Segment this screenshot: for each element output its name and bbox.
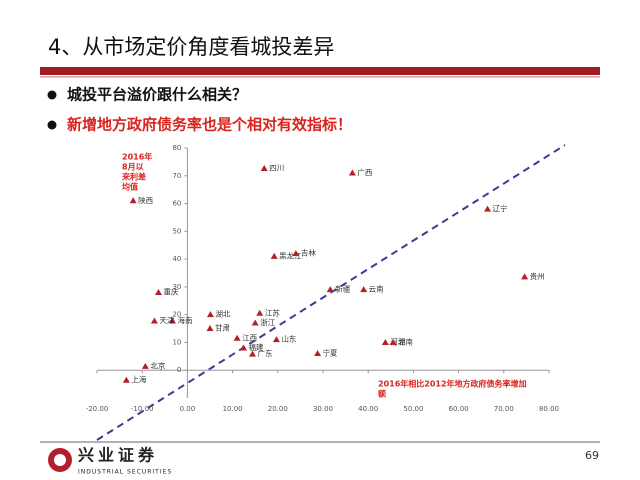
- point-label: 云南: [369, 284, 384, 294]
- point-label: 宁夏: [323, 348, 338, 358]
- point-label: 新疆: [335, 284, 350, 294]
- point-label: 陕西: [138, 195, 153, 205]
- point-label: 四川: [269, 164, 284, 173]
- brand: 兴业证券: [78, 446, 158, 465]
- point-label: 广西: [357, 167, 372, 177]
- point-label: 吉林: [301, 248, 316, 258]
- chart: -20.00 -10.00 0.00 10.00 20.00 30.00 40.00 50.0…: [86, 144, 559, 413]
- y-tick-label: 10: [172, 338, 181, 346]
- point: [260, 165, 268, 172]
- y-tick-label: 20: [172, 311, 181, 319]
- bullet: 新增地方政府债务率也是个相对有效指标！: [67, 116, 352, 134]
- point: [256, 309, 264, 316]
- y-annotation: 2016年: [122, 152, 152, 162]
- x-tick-label: 0.00: [180, 405, 196, 413]
- point: [270, 252, 278, 259]
- point-label: 甘肃: [215, 323, 230, 333]
- bullet-dot: [47, 90, 57, 100]
- point: [484, 205, 492, 212]
- point: [251, 319, 259, 326]
- logo-mark-inner: [54, 454, 66, 466]
- point: [129, 197, 137, 204]
- point: [389, 338, 397, 345]
- point-label: 海南: [177, 315, 192, 325]
- y-annotation: 均值: [122, 182, 138, 192]
- point-label: 江苏: [265, 307, 280, 317]
- x-annotation: 2016年相比2012年地方政府债务率增加: [378, 379, 527, 389]
- y-tick-label: 70: [172, 172, 181, 180]
- point: [292, 250, 300, 257]
- point: [248, 350, 256, 357]
- point: [233, 334, 241, 341]
- point: [239, 344, 247, 351]
- x-tick-label: 40.00: [358, 405, 378, 413]
- point-label: 广东: [257, 348, 272, 358]
- x-tick-label: 70.00: [494, 405, 514, 413]
- slide-title: 4、从市场定价角度看城投差异: [48, 35, 334, 59]
- bullet: 城投平台溢价跟什么相关？: [67, 86, 247, 104]
- point: [150, 317, 158, 324]
- point-label: 天津: [159, 316, 174, 325]
- point: [521, 273, 529, 280]
- y-annotation: 来利差: [121, 172, 146, 182]
- title-underline: [40, 76, 600, 78]
- brand-en: INDUSTRIAL SECURITIES: [78, 469, 172, 476]
- trend-line: [96, 144, 566, 441]
- point-label: 上海: [131, 374, 146, 384]
- point: [206, 325, 214, 332]
- point: [381, 338, 389, 345]
- point: [122, 376, 130, 383]
- x-tick-label: 30.00: [313, 405, 333, 413]
- x-tick-label: -10.00: [131, 405, 154, 413]
- point: [314, 350, 322, 357]
- point: [141, 362, 149, 369]
- title-bar: [40, 67, 600, 75]
- x-tick-label: 80.00: [539, 405, 559, 413]
- point-label: 浙江: [260, 317, 275, 327]
- point: [154, 288, 162, 295]
- y-tick-label: 80: [172, 144, 181, 152]
- point: [168, 317, 176, 324]
- point-label: 山东: [281, 334, 296, 344]
- point-label: 湖北: [215, 310, 230, 319]
- point: [272, 336, 280, 343]
- point: [206, 311, 214, 318]
- y-tick-label: 40: [172, 255, 181, 263]
- y-tick-label: 60: [172, 200, 181, 208]
- page-number: 69: [585, 449, 599, 462]
- point-label: 河北: [390, 337, 405, 346]
- x-annotation: 额: [378, 389, 386, 399]
- x-tick-label: 50.00: [403, 405, 423, 413]
- y-tick-label: 0: [177, 366, 181, 374]
- point-label: 江西: [242, 333, 257, 342]
- point: [360, 286, 368, 293]
- point-label: 北京: [150, 360, 165, 370]
- y-tick-label: 30: [172, 283, 181, 291]
- point-label: 福建: [248, 342, 263, 352]
- x-tick-label: 10.00: [223, 405, 243, 413]
- point-label: 湖南: [398, 336, 413, 346]
- point-label: 贵州: [530, 271, 545, 281]
- x-tick-label: 20.00: [268, 405, 288, 413]
- y-annotation: 8月以: [122, 163, 144, 172]
- bullet-dot: [47, 120, 57, 130]
- y-tick-label: 50: [172, 227, 181, 235]
- x-tick-label: 60.00: [449, 405, 469, 413]
- point-label: 重庆: [163, 286, 178, 296]
- point-label: 辽宁: [493, 203, 508, 213]
- point: [326, 286, 334, 293]
- point-label: 黑龙江: [279, 250, 302, 260]
- x-tick-label: -20.00: [86, 405, 109, 413]
- point: [348, 169, 356, 176]
